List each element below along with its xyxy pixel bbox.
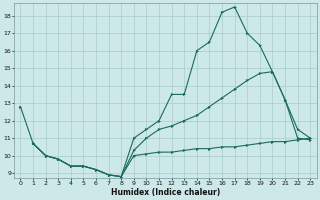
X-axis label: Humidex (Indice chaleur): Humidex (Indice chaleur): [111, 188, 220, 197]
